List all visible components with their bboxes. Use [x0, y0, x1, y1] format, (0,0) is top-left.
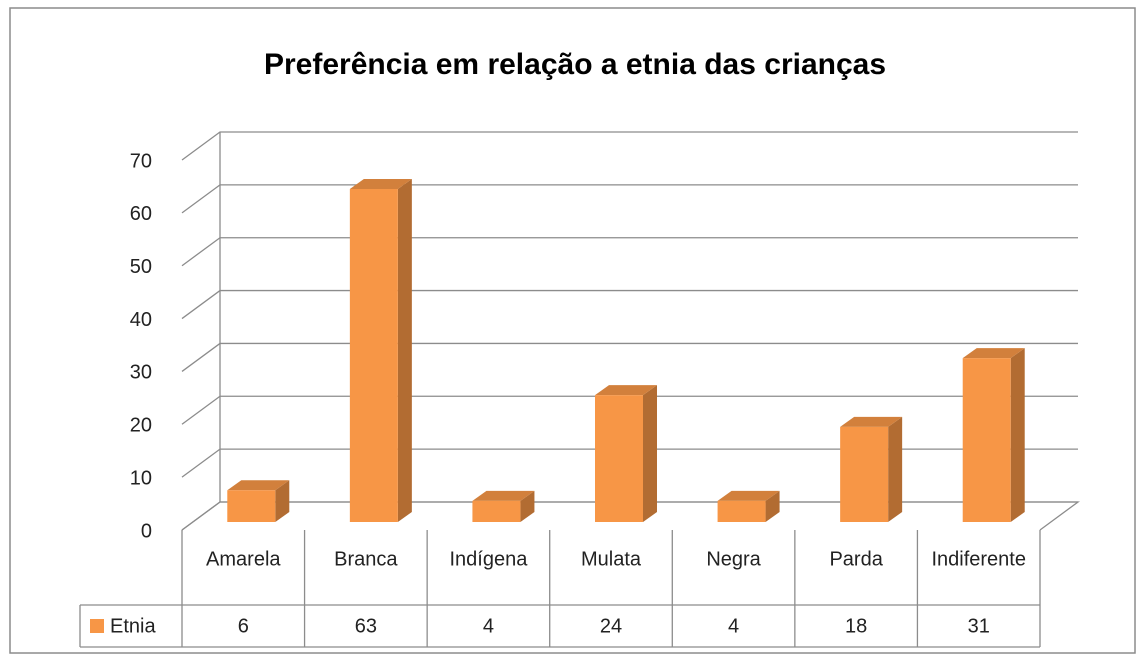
- x-tick-label: Indiferente: [931, 548, 1026, 570]
- bar-face: [227, 480, 290, 491]
- bar-face: [397, 179, 412, 522]
- x-tick-label: Mulata: [581, 548, 642, 570]
- y-tick-label: 30: [130, 362, 152, 384]
- bar-face: [888, 416, 903, 522]
- data-table-value: 4: [483, 615, 494, 637]
- x-tick-label: Negra: [706, 548, 761, 570]
- data-table-value: 4: [728, 615, 739, 637]
- bar-face: [472, 500, 521, 522]
- x-tick-label: Branca: [334, 548, 398, 570]
- legend-swatch: [90, 619, 104, 633]
- bar-face: [765, 490, 780, 522]
- x-tick-label: Parda: [829, 548, 883, 570]
- bar-face: [227, 490, 276, 522]
- y-tick-label: 50: [130, 256, 152, 278]
- y-tick-label: 0: [141, 520, 152, 542]
- y-tick-label: 70: [130, 150, 152, 172]
- data-table-value: 63: [355, 615, 377, 637]
- bar-face: [962, 358, 1011, 522]
- chart-border: [9, 7, 1136, 654]
- bar-face: [349, 179, 412, 189]
- legend-label: Etnia: [110, 615, 156, 637]
- bar-face: [520, 490, 535, 522]
- x-tick-label: Amarela: [206, 548, 281, 570]
- y-tick-label: 10: [130, 467, 152, 489]
- y-tick-label: 40: [130, 309, 152, 331]
- bar: [595, 385, 657, 522]
- bar-face: [840, 416, 903, 427]
- data-table-value: 31: [968, 615, 990, 637]
- bar-face: [275, 480, 290, 522]
- chart-title: Preferência em relação a etnia das crian…: [264, 48, 886, 81]
- data-table-value: 6: [238, 615, 249, 637]
- data-table-value: 24: [600, 615, 622, 637]
- bar-face: [962, 348, 1025, 359]
- bar: [227, 480, 290, 522]
- y-tick-label: 20: [130, 415, 152, 437]
- bar-face: [595, 385, 657, 396]
- bar-face: [595, 395, 643, 522]
- bar-face: [472, 490, 535, 501]
- y-tick-label: 60: [130, 203, 152, 225]
- bar: [962, 348, 1025, 522]
- bar-face: [349, 189, 398, 522]
- bar-face: [1010, 348, 1025, 522]
- bar: [472, 490, 535, 522]
- bar: [349, 179, 412, 522]
- bar: [840, 416, 903, 522]
- bar-face: [643, 385, 657, 522]
- x-tick-label: Indígena: [449, 548, 528, 570]
- data-table-value: 18: [845, 615, 867, 637]
- bar: [717, 490, 780, 522]
- bar-face: [840, 426, 889, 522]
- bar-face: [717, 490, 780, 501]
- bar-face: [717, 500, 766, 522]
